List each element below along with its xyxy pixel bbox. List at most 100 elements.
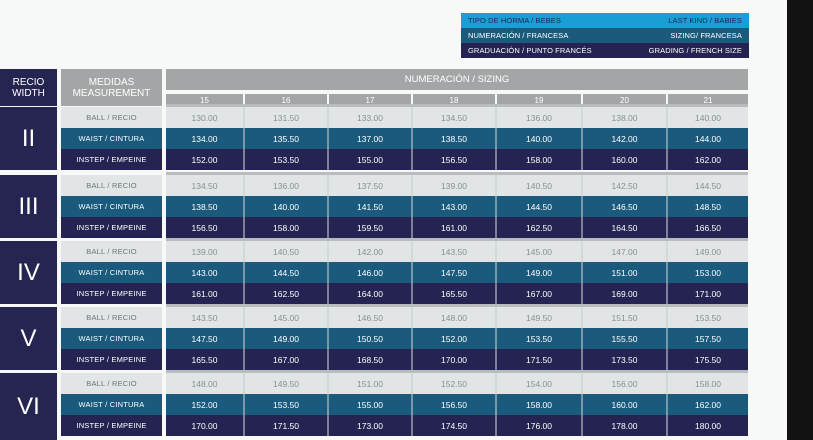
size-value-cell: 154.00 xyxy=(526,378,552,389)
size-value-cell: 168.50 xyxy=(357,354,383,365)
size-value-cell: 149.00 xyxy=(695,246,721,257)
measurement-header: MEDIDAS MEASUREMENT xyxy=(61,69,162,106)
column-divider xyxy=(243,373,245,394)
measurement-header-es: MEDIDAS xyxy=(88,76,135,88)
column-divider xyxy=(581,149,583,170)
column-divider xyxy=(411,107,413,128)
column-divider xyxy=(411,196,413,217)
column-divider xyxy=(327,328,329,349)
column-divider xyxy=(581,415,583,436)
column-divider xyxy=(666,128,668,149)
size-value-cell: 136.00 xyxy=(273,180,299,191)
column-divider xyxy=(411,241,413,262)
info-row-sizing: NUMERACIÓN / FRANCESA SIZING/ FRANCESA xyxy=(461,28,749,43)
column-divider xyxy=(581,262,583,283)
sizing-grid: NUMERACIÓN / SIZING 15 16 17 18 19 20 21 130.0… xyxy=(166,69,748,436)
ball-row: 130.00 131.50 133.00 134.50 136.00 138.00 140.… xyxy=(166,107,748,128)
size-value-cell: 162.00 xyxy=(695,154,721,165)
size-value-cell: 156.50 xyxy=(441,154,467,165)
size-value-cell: 170.00 xyxy=(191,420,218,431)
size-value-cell: 152.00 xyxy=(441,333,467,344)
column-divider xyxy=(581,241,583,262)
size-value-cell: 149.00 xyxy=(273,333,299,344)
column-divider xyxy=(243,196,245,217)
size-value-cell: 178.00 xyxy=(611,420,638,431)
ball-row: 139.00 140.50 142.00 143.50 145.00 147.00 149.… xyxy=(166,241,748,262)
waist-row-label: WAIST / CINTURA xyxy=(61,128,162,149)
column-divider xyxy=(581,394,583,415)
column-divider xyxy=(581,175,583,196)
column-divider xyxy=(327,128,329,149)
size-value-cell: 148.50 xyxy=(695,201,721,212)
column-divider xyxy=(495,307,497,328)
size-value-cell: 160.00 xyxy=(611,399,638,410)
measurement-label-column: MEDIDAS MEASUREMENT BALL / RECIO WAIST / … xyxy=(61,69,162,436)
size-value-cell: 140.00 xyxy=(273,201,299,212)
column-divider xyxy=(666,217,668,238)
info-row-grading: GRADUACIÓN / PUNTO FRANCÉS GRADING / FRE… xyxy=(461,43,749,58)
column-divider xyxy=(243,307,245,328)
size-value-cell: 159.50 xyxy=(357,222,383,233)
size-value-cell: 162.50 xyxy=(526,222,552,233)
info-row-last-kind: TIPO DE HORMA / BEBES LAST KIND / BABIES xyxy=(461,13,749,28)
column-divider xyxy=(581,128,583,149)
column-divider xyxy=(666,149,668,170)
size-value-cell: 147.00 xyxy=(611,246,638,257)
size-value-cell: 140.50 xyxy=(273,246,299,257)
column-divider xyxy=(666,394,668,415)
right-edge-band xyxy=(787,0,813,440)
size-value-cell: 167.00 xyxy=(526,288,552,299)
column-divider xyxy=(581,217,583,238)
size-value-cell: 144.00 xyxy=(695,133,721,144)
size-value-cell: 161.00 xyxy=(191,288,218,299)
width-header: RECIO WIDTH xyxy=(0,69,57,106)
size-value-cell: 142.00 xyxy=(611,133,638,144)
size-value-cell: 137.00 xyxy=(357,133,383,144)
group-separator xyxy=(166,172,748,175)
size-value-cell: 155.00 xyxy=(357,154,383,165)
size-value-cell: 149.00 xyxy=(526,267,552,278)
size-value-cell: 151.00 xyxy=(357,378,383,389)
size-value-cell: 134.50 xyxy=(191,180,218,191)
width-header-en: WIDTH xyxy=(12,87,45,99)
size-value-cell: 165.50 xyxy=(441,288,467,299)
instep-row: 170.00 171.50 173.00 174.50 176.00 178.00 180.… xyxy=(166,415,748,436)
size-value-cell: 149.50 xyxy=(273,378,299,389)
size-value-cell: 137.50 xyxy=(357,180,383,191)
size-value-cell: 158.00 xyxy=(695,378,721,389)
size-value-cell: 145.00 xyxy=(273,312,299,323)
waist-row: 147.50 149.00 150.50 152.00 153.50 155.50 157.… xyxy=(166,328,748,349)
size-value-cell: 153.50 xyxy=(273,399,299,410)
size-value-cell: 130.00 xyxy=(191,112,218,123)
column-divider xyxy=(327,307,329,328)
size-value-cell: 164.50 xyxy=(611,222,638,233)
size-value-cell: 140.00 xyxy=(695,112,721,123)
column-divider xyxy=(666,373,668,394)
column-divider xyxy=(495,241,497,262)
size-header-cell: 15 xyxy=(166,94,243,106)
instep-row-label: INSTEP / EMPEINE xyxy=(61,283,162,304)
size-value-cell: 180.00 xyxy=(695,420,721,431)
size-value-cell: 155.00 xyxy=(357,399,383,410)
size-value-cell: 161.00 xyxy=(441,222,467,233)
size-value-cell: 171.50 xyxy=(526,354,552,365)
measurement-header-en: MEASUREMENT xyxy=(72,87,151,99)
size-header-cell: 21 xyxy=(668,94,748,106)
column-divider xyxy=(666,307,668,328)
instep-row-label: INSTEP / EMPEINE xyxy=(61,415,162,436)
size-value-cell: 143.00 xyxy=(441,201,467,212)
size-value-cell: 155.50 xyxy=(611,333,638,344)
size-value-cell: 147.50 xyxy=(191,333,218,344)
column-divider xyxy=(495,415,497,436)
instep-row: 152.00 153.50 155.00 156.50 158.00 160.00 162.… xyxy=(166,149,748,170)
size-value-cell: 145.00 xyxy=(526,246,552,257)
column-divider xyxy=(495,262,497,283)
column-divider xyxy=(495,373,497,394)
waist-row: 152.00 153.50 155.00 156.50 158.00 160.00 162.… xyxy=(166,394,748,415)
column-divider xyxy=(243,128,245,149)
size-value-cell: 156.00 xyxy=(611,378,638,389)
column-divider xyxy=(495,175,497,196)
waist-row: 138.50 140.00 141.50 143.00 144.50 146.50 148.… xyxy=(166,196,748,217)
column-divider xyxy=(243,175,245,196)
size-value-cell: 153.50 xyxy=(695,312,721,323)
